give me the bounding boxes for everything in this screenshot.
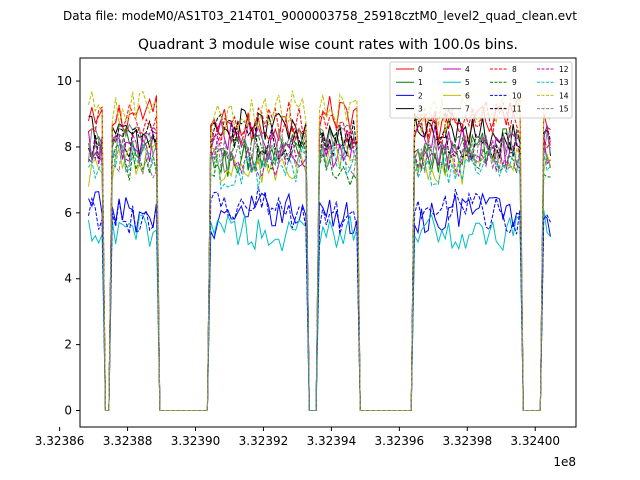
legend-label: 15 (559, 105, 569, 114)
x-tick-label: 3.32400 (510, 434, 560, 448)
x-tick-label: 3.32398 (442, 434, 492, 448)
x-offset-label: 1e8 (553, 455, 576, 469)
legend-label: 11 (512, 105, 522, 114)
chart-title: Quadrant 3 module wise count rates with … (138, 37, 518, 53)
y-tick-label: 8 (64, 140, 72, 154)
x-tick-label: 3.32388 (103, 434, 153, 448)
series-layer (87, 90, 552, 412)
y-tick-label: 0 (64, 404, 72, 418)
y-axis: 0 2 4 6 8 10 (57, 74, 80, 418)
legend-label: 3 (418, 105, 423, 114)
legend-label: 4 (465, 65, 470, 74)
y-tick-label: 10 (57, 74, 72, 88)
x-tick-label: 3.32390 (171, 434, 221, 448)
legend-label: 9 (512, 78, 517, 87)
figure-suptitle: Data file: modeM0/AS1T03_214T01_90000037… (63, 9, 577, 23)
x-tick-label: 3.32392 (239, 434, 289, 448)
x-axis: 3.32386 3.32388 3.32390 3.32392 3.32394 3.323… (35, 427, 560, 448)
x-tick-label: 3.32396 (375, 434, 425, 448)
x-tick-label: 3.32386 (35, 434, 85, 448)
legend-label: 6 (465, 91, 470, 100)
plot-frame (79, 57, 577, 428)
x-tick-label: 3.32394 (307, 434, 357, 448)
legend-label: 8 (512, 65, 517, 74)
legend-label: 0 (418, 65, 423, 74)
legend-label: 10 (512, 91, 522, 100)
legend-label: 12 (559, 65, 569, 74)
series-line-14 (88, 90, 551, 412)
legend-label: 14 (559, 91, 569, 100)
plot-area (79, 57, 577, 428)
legend-label: 2 (418, 91, 423, 100)
legend-label: 7 (465, 105, 470, 114)
y-tick-label: 2 (64, 338, 72, 352)
y-tick-label: 4 (64, 272, 72, 286)
series-line-15 (88, 134, 551, 412)
legend-label: 13 (559, 78, 569, 87)
legend-frame (389, 61, 573, 119)
y-tick-label: 6 (64, 206, 72, 220)
legend-label: 5 (465, 78, 470, 87)
legend-label: 1 (418, 78, 423, 87)
